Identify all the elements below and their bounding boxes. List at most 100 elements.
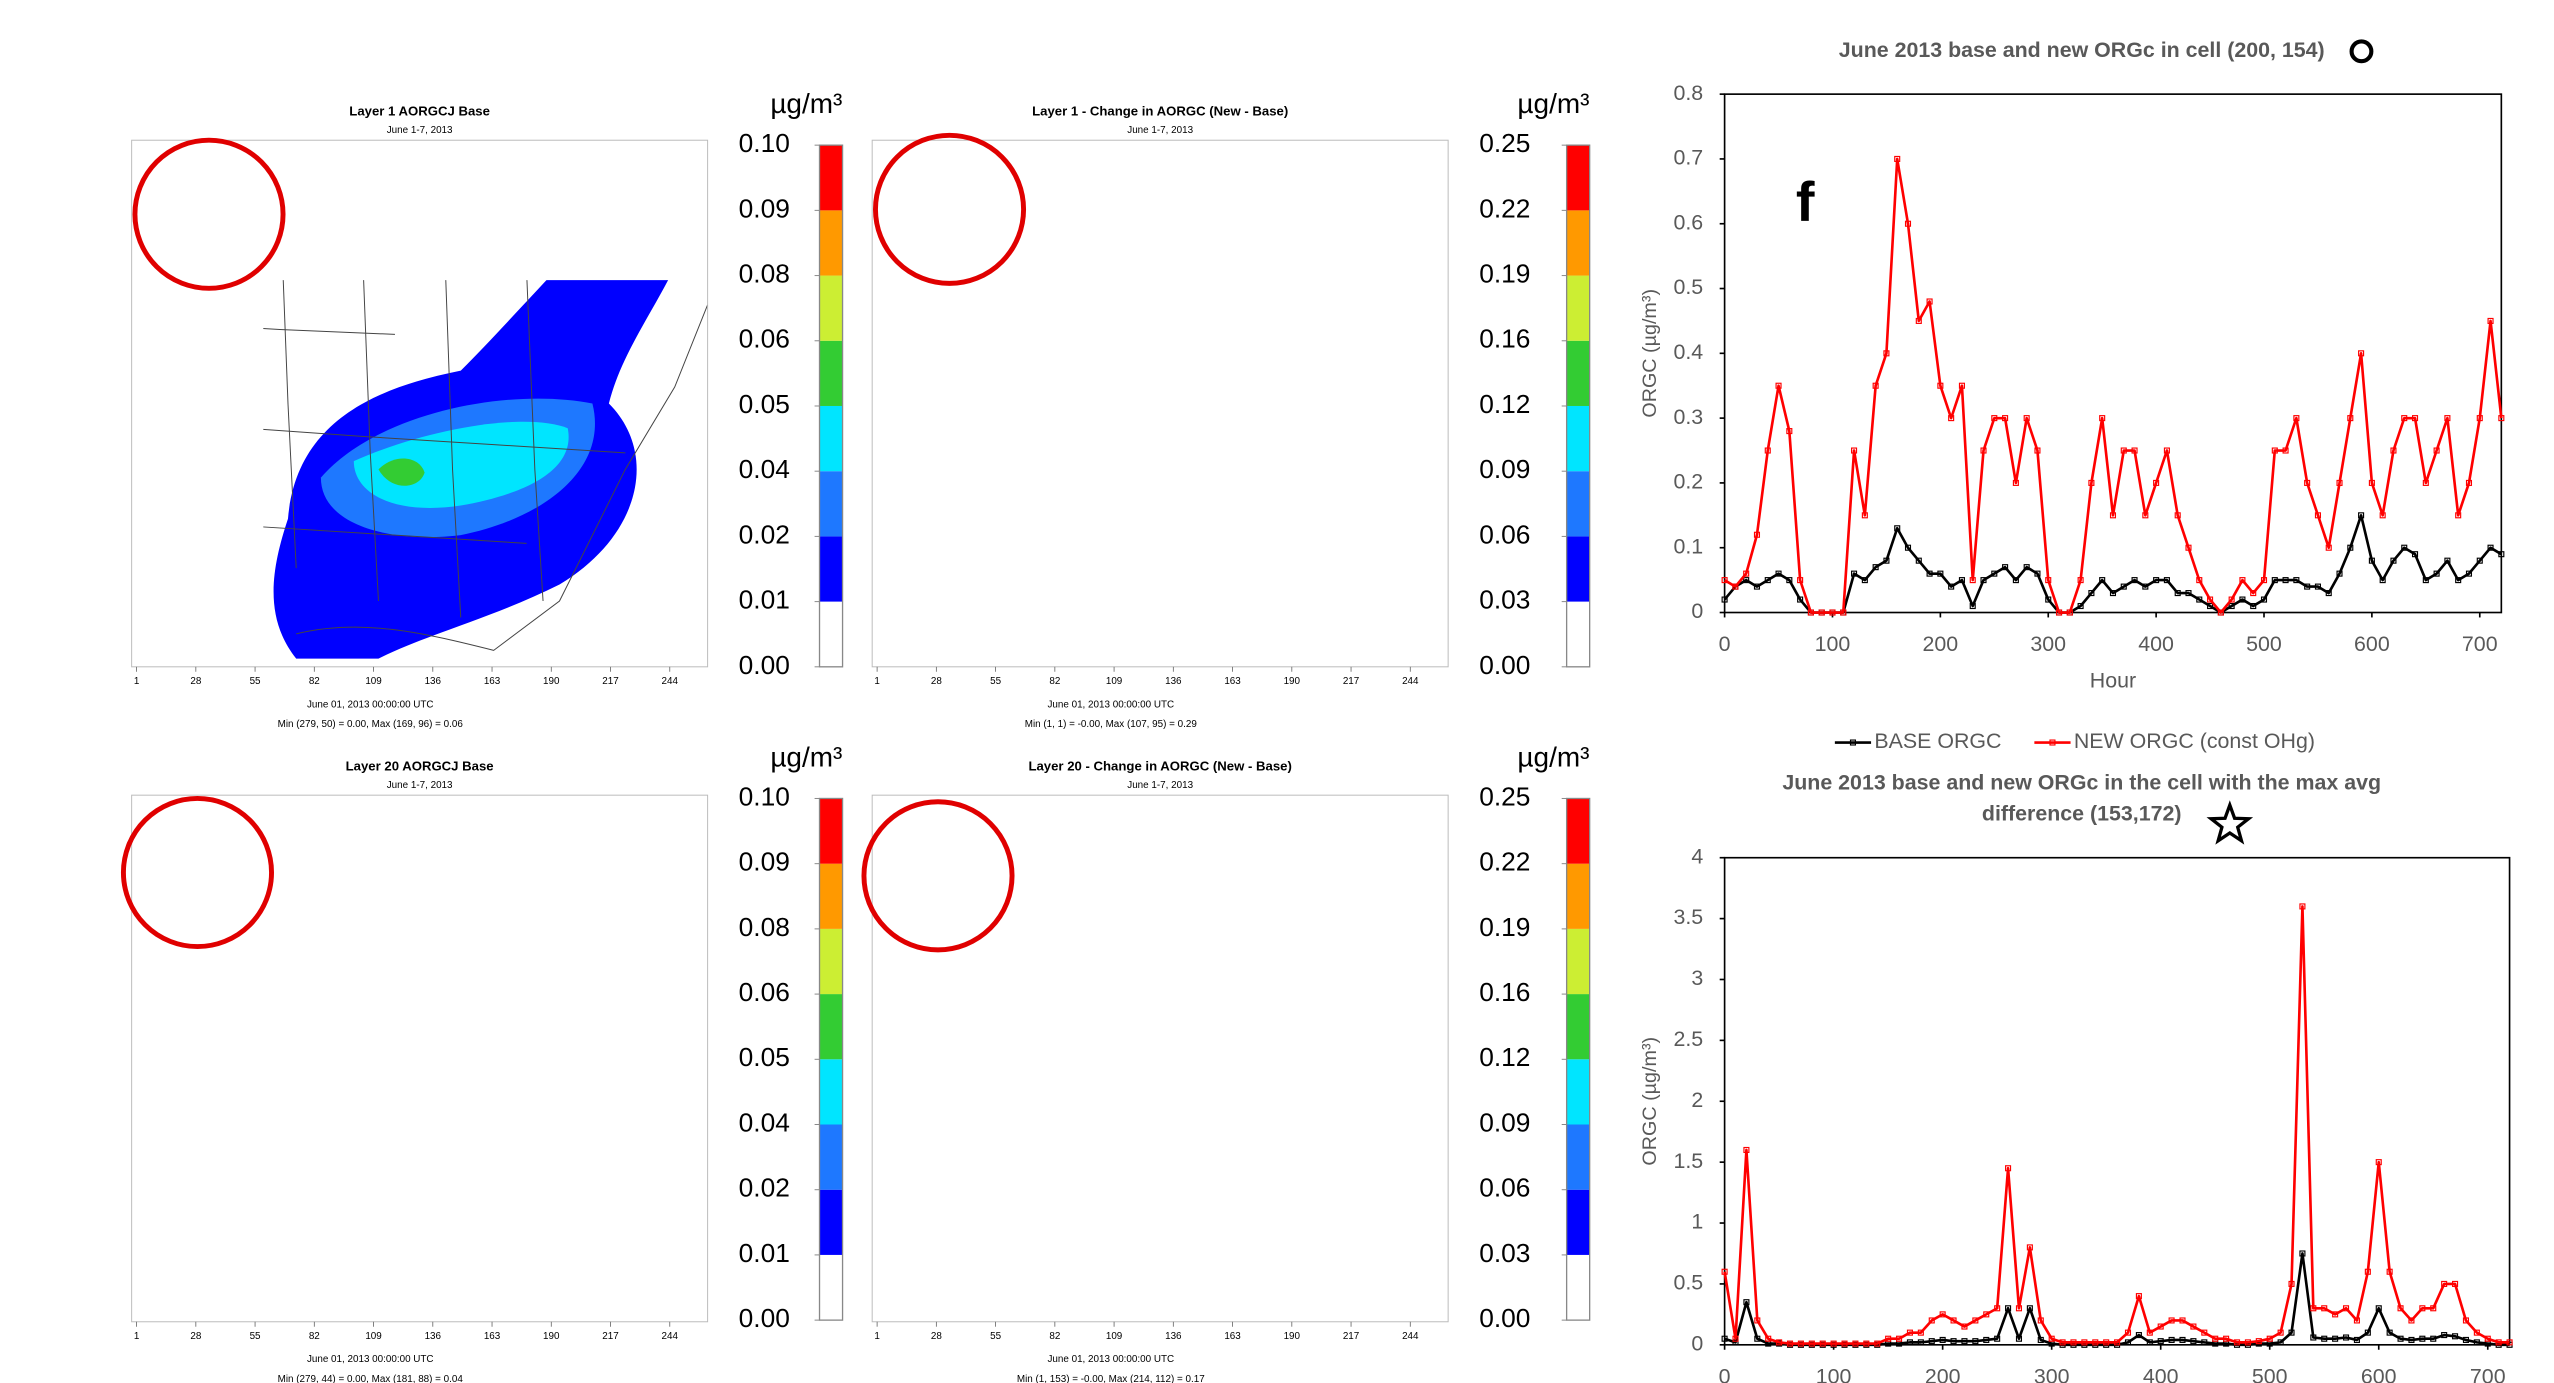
series-marker	[1991, 570, 1998, 577]
series-marker	[1797, 596, 1804, 603]
colorbar-bin	[1566, 145, 1590, 211]
series-marker	[2430, 1335, 2437, 1342]
y-tick-label: 0.7	[1673, 146, 1703, 170]
x-tick-label: 100	[1815, 632, 1851, 656]
series-marker	[1937, 382, 1944, 389]
series-marker	[2131, 577, 2138, 584]
map-title: Layer 20 AORGCJ Base	[346, 759, 494, 774]
colorbar-bin	[1566, 798, 1590, 864]
series-marker	[2174, 590, 2181, 597]
series-marker	[2092, 1339, 2099, 1346]
map-tick-label: 82	[1049, 676, 1060, 687]
series-marker	[2411, 415, 2419, 422]
colorbar-bin	[819, 405, 843, 472]
colorbar-label: 0.16	[1479, 977, 1530, 1007]
x-tick-label: 100	[1816, 1364, 1852, 1383]
map-subtitle: June 1-7, 2013	[1127, 125, 1193, 136]
map-panel: Layer 20 AORGCJ Base June 1-7, 2013 1 28 55 8…	[120, 741, 844, 1383]
series-marker	[2506, 1339, 2513, 1346]
highlight-circle	[120, 795, 274, 950]
series-marker	[2163, 577, 2170, 584]
series-marker	[1961, 1323, 1968, 1330]
x-tick-label: 600	[2354, 632, 2390, 656]
series-marker	[1917, 1339, 1924, 1346]
map-footer: June 01, 2013 00:00:00 UTC	[307, 1354, 434, 1365]
series-marker	[2244, 1339, 2251, 1346]
series-marker	[2282, 447, 2289, 454]
map-frame	[131, 139, 709, 668]
x-tick-label: 300	[2030, 632, 2066, 656]
series-marker	[1872, 564, 1879, 571]
series-marker	[1885, 1335, 1892, 1342]
colorbar-bin	[1566, 1124, 1590, 1190]
colorbar-bin	[819, 928, 843, 995]
series-marker	[1983, 1336, 1990, 1343]
map-tick-label: 136	[1165, 676, 1182, 687]
series-marker	[1980, 577, 1987, 584]
series-marker	[2386, 1329, 2393, 1336]
boundary-line	[282, 280, 297, 569]
series-marker	[1883, 350, 1890, 357]
panel-label: f	[1796, 170, 1815, 233]
legend-label: NEW ORGC (const OHg)	[2074, 729, 2315, 753]
map-tick-label: 136	[425, 676, 442, 687]
series-marker	[2015, 1335, 2023, 1342]
map-footer: Min (279, 44) = 0.00, Max (181, 88) = 0.…	[278, 1374, 464, 1383]
series-marker	[2487, 544, 2494, 551]
series-marker	[1732, 1335, 1739, 1342]
series-marker	[2124, 1339, 2132, 1346]
series-marker	[2012, 479, 2019, 486]
colorbar-bin	[819, 210, 843, 276]
series-marker	[1904, 544, 1912, 551]
colorbar-label: 0.06	[739, 324, 790, 354]
series-marker	[1906, 1329, 1913, 1336]
series-marker	[2163, 447, 2170, 454]
y-tick-label: 0	[1691, 599, 1703, 623]
concentration-region	[378, 458, 425, 486]
series-marker	[2310, 1334, 2317, 1341]
map-tick-label: 190	[543, 1331, 560, 1342]
series-marker	[1926, 570, 1933, 577]
series-marker	[2495, 1339, 2502, 1346]
series-marker	[2342, 1334, 2350, 1341]
colorbar-bin	[819, 275, 843, 341]
map-tick-label: 163	[1224, 1331, 1241, 1342]
line-chart: June 2013 base and new ORGc in the cell …	[1639, 770, 2513, 1383]
series-marker	[2353, 1336, 2360, 1343]
series-marker	[2142, 512, 2149, 519]
plot-frame	[1723, 93, 2503, 614]
series-marker	[2081, 1339, 2088, 1346]
series-marker	[2212, 1335, 2219, 1342]
series-marker	[1948, 415, 1955, 422]
series-marker	[2353, 1317, 2360, 1324]
colorbar-bin	[819, 994, 843, 1060]
x-tick-label: 400	[2138, 632, 2174, 656]
series-marker	[2146, 1329, 2153, 1336]
series-marker	[2114, 1339, 2121, 1346]
series-marker	[2325, 590, 2332, 597]
concentration-region	[353, 421, 569, 508]
series-marker	[2411, 551, 2419, 558]
series-marker	[1840, 609, 1847, 616]
series-marker	[2304, 583, 2311, 590]
series-marker	[2277, 1339, 2284, 1346]
map-tick-label: 163	[1224, 676, 1241, 687]
map-tick-label: 55	[250, 676, 261, 687]
series-marker	[1939, 1311, 1946, 1318]
colorbar-bin	[819, 145, 843, 211]
series-marker	[2277, 1329, 2284, 1336]
series-marker	[2422, 577, 2429, 584]
map-footer: June 01, 2013 00:00:00 UTC	[1047, 699, 1174, 710]
map-frame	[871, 139, 1449, 668]
series-marker	[1894, 525, 1901, 532]
colorbar-label: 0.04	[739, 454, 790, 484]
series-marker	[2379, 577, 2386, 584]
y-tick-label: 1	[1691, 1210, 1703, 1234]
series-marker	[2465, 570, 2473, 577]
colorbar-bin	[1566, 1189, 1590, 1255]
series-marker	[2390, 557, 2397, 564]
series-marker	[2201, 1329, 2208, 1336]
series-marker	[2336, 479, 2343, 486]
series-marker	[2390, 447, 2397, 454]
